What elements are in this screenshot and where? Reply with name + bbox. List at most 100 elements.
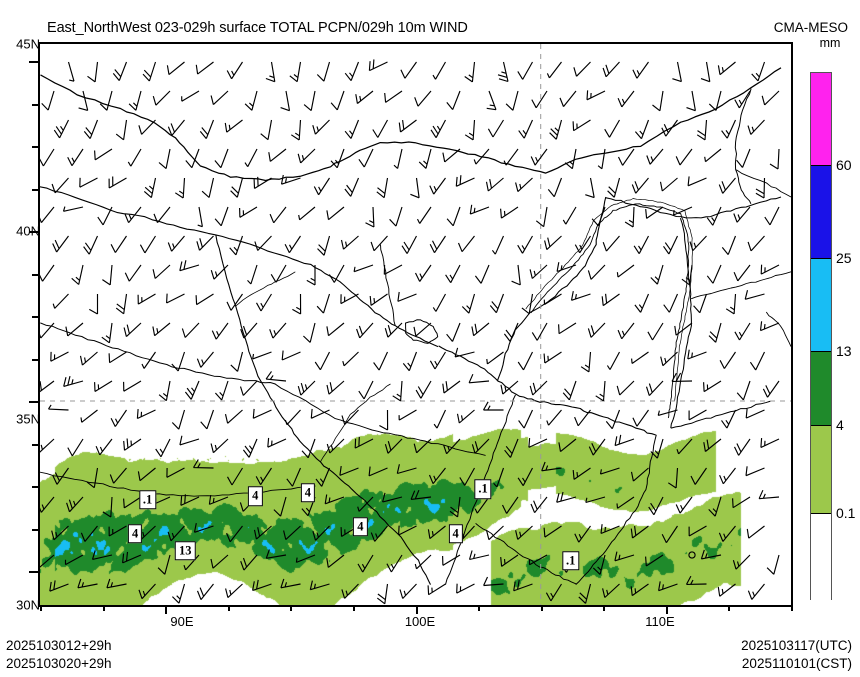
- wind-barb: [449, 496, 461, 518]
- footer-init-utc: 2025103012+29h: [6, 638, 112, 653]
- wind-barb: [252, 579, 272, 592]
- wind-barb: [400, 61, 417, 79]
- contour-label: 4: [127, 523, 143, 544]
- wind-barb: [574, 235, 591, 254]
- wind-barb: [273, 496, 287, 517]
- wind-barb: [591, 206, 606, 227]
- province-border-p: [765, 311, 791, 347]
- wind-barb: [521, 293, 534, 315]
- wind-barb: [358, 148, 374, 168]
- y-tick-mark: [32, 486, 38, 488]
- colorbar-label-0p1: 0.1: [836, 505, 856, 521]
- wind-barb: [617, 90, 635, 108]
- wind-barb: [708, 322, 722, 343]
- wind-barb: [706, 264, 722, 284]
- wind-barb: [402, 351, 418, 372]
- wind-barb: [587, 264, 606, 280]
- wind-barb: [137, 467, 156, 482]
- wind-barb: [671, 372, 693, 382]
- colorbar-band-below-0.1: [811, 514, 831, 601]
- wind-barb: [110, 409, 127, 427]
- wind-barb: [397, 291, 417, 302]
- wind-barb: [379, 409, 389, 431]
- wind-barb: [471, 322, 490, 337]
- wind-barb: [41, 90, 55, 111]
- wind-barb: [474, 264, 490, 284]
- wind-barb: [382, 492, 403, 503]
- y-tick-mark: [29, 231, 38, 233]
- wind-barb: [658, 581, 678, 592]
- wind-barb: [688, 409, 707, 421]
- wind-barb: [744, 290, 765, 300]
- wind-barb: [517, 61, 534, 80]
- wind-barb: [53, 119, 70, 139]
- wind-barb: [746, 525, 765, 539]
- wind-barb: [199, 119, 215, 139]
- wind-barb: [572, 467, 591, 480]
- wind-barb: [158, 148, 171, 170]
- wind-barb: [546, 409, 562, 426]
- wind-barb: [51, 525, 69, 541]
- wind-barb: [289, 61, 302, 83]
- wind-barb: [501, 496, 519, 514]
- wind-barb: [511, 264, 521, 286]
- province-border-r: [690, 271, 791, 300]
- wind-barb: [67, 148, 84, 167]
- province-border-q: [736, 169, 791, 198]
- contour-label: 4: [353, 517, 368, 537]
- wind-barb: [547, 177, 563, 198]
- wind-barb: [290, 119, 302, 141]
- wind-barb: [464, 119, 476, 141]
- wind-barb: [244, 90, 258, 111]
- wind-barb: [595, 380, 606, 402]
- wind-barb: [454, 347, 475, 358]
- wind-barb: [515, 525, 533, 540]
- y-tick-45n: 45N: [16, 36, 40, 52]
- wind-barb: [645, 554, 664, 567]
- wind-barb: [89, 294, 99, 315]
- wind-barb: [468, 373, 490, 384]
- province-border-c: [40, 322, 276, 385]
- wind-barb: [97, 206, 113, 226]
- colorbar[interactable]: [810, 72, 832, 601]
- wind-barb: [152, 264, 171, 279]
- wind-barb: [530, 496, 548, 514]
- wind-barb: [167, 235, 185, 252]
- wind-barb: [500, 554, 519, 567]
- wind-barb: [392, 380, 403, 402]
- wind-barb: [230, 351, 244, 372]
- wind-barb: [270, 264, 287, 283]
- wind-barb: [79, 177, 98, 188]
- contour-label: 4: [300, 483, 316, 503]
- wind-barb: [355, 90, 374, 104]
- wind-barb: [180, 494, 200, 506]
- y-tick-30n: 30N: [16, 597, 40, 613]
- map-plot-area[interactable]: .1 4 4 13 4 4 4 .1 .1: [38, 42, 793, 607]
- wind-barb: [630, 467, 649, 482]
- wind-barb: [503, 148, 519, 166]
- wind-barb: [109, 467, 127, 484]
- wind-barb: [562, 206, 577, 225]
- wind-barb: [171, 409, 186, 430]
- wind-barb: [718, 525, 736, 542]
- wind-barb: [464, 61, 476, 83]
- contour-label: 4: [248, 486, 263, 506]
- wind-barb: [297, 380, 316, 396]
- wind-barb: [432, 293, 447, 312]
- wind-barb: [171, 351, 186, 372]
- yellow-river: [530, 203, 690, 419]
- wind-barb: [373, 351, 389, 371]
- wind-barb: [196, 235, 214, 251]
- wind-barb: [398, 525, 417, 536]
- wind-barb: [101, 322, 113, 344]
- wind-barb: [152, 322, 171, 337]
- wind-barb: [600, 524, 620, 535]
- province-border-g: [670, 218, 692, 429]
- wind-barb: [40, 438, 55, 453]
- wind-barb: [760, 264, 780, 275]
- x-tick-mark: [603, 605, 606, 611]
- wind-barb: [301, 438, 316, 459]
- yellow-river-bank: [525, 198, 693, 402]
- wind-barb: [586, 90, 606, 101]
